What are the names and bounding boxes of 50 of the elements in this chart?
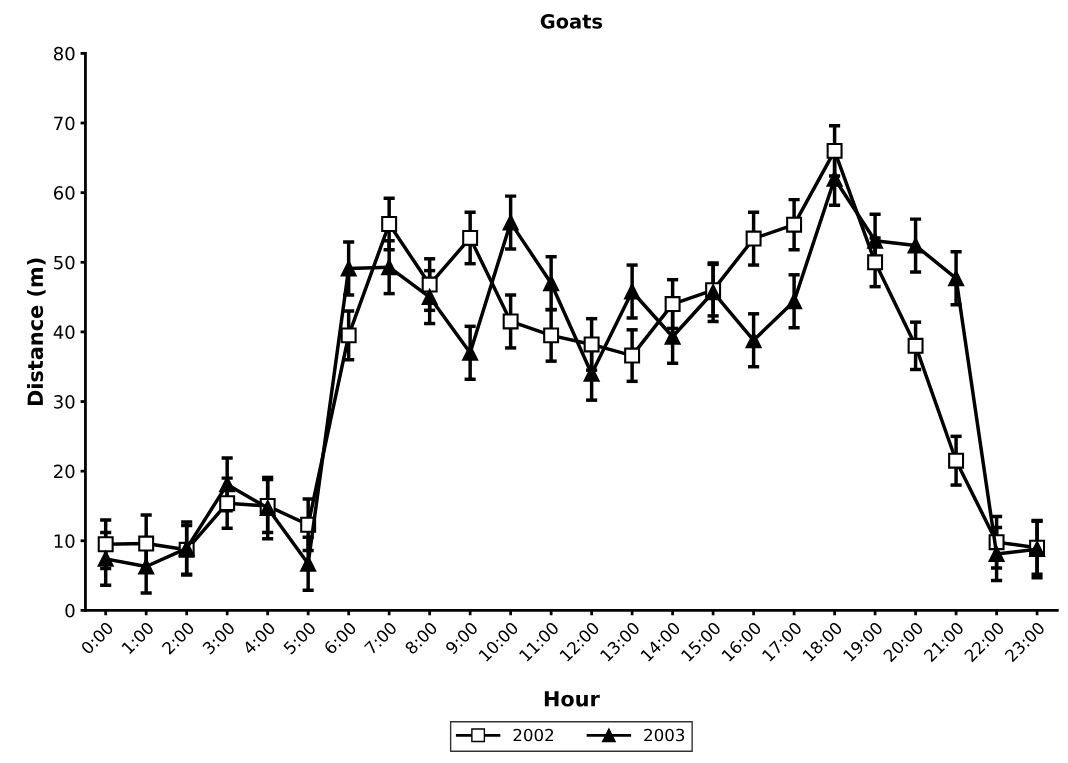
point: [300, 555, 317, 572]
point: [867, 254, 884, 271]
legend-label: 2002: [513, 728, 554, 742]
y-tick-label: 0: [65, 603, 75, 618]
y-tick-label: 80: [53, 46, 75, 61]
point: [948, 452, 965, 469]
point: [948, 270, 965, 287]
point: [97, 536, 114, 553]
point: [462, 344, 479, 361]
point: [786, 216, 803, 233]
y-axis-title: Distance (m): [27, 258, 46, 406]
x-axis-title: Hour: [544, 691, 600, 707]
point: [786, 293, 803, 310]
y-tick-label: 60: [54, 186, 75, 200]
point: [583, 336, 600, 353]
point: [421, 289, 438, 306]
point: [664, 328, 681, 345]
point: [745, 332, 762, 349]
point: [624, 347, 641, 364]
point: [826, 142, 843, 159]
point: [97, 550, 114, 567]
y-tick-label: 50: [54, 255, 75, 270]
y-tick-label: 10: [54, 534, 75, 548]
point: [381, 259, 398, 276]
y-tick-label: 20: [54, 464, 75, 479]
point: [138, 558, 155, 575]
point: [624, 283, 641, 300]
point: [867, 232, 884, 249]
point: [502, 214, 519, 231]
point: [988, 546, 1005, 562]
point: [543, 275, 560, 292]
point: [826, 170, 843, 187]
point: [462, 229, 479, 246]
legend-label: 2003: [644, 728, 685, 742]
point: [907, 337, 924, 354]
point: [421, 276, 438, 293]
point: [340, 260, 357, 277]
chart-title: Goats: [540, 13, 603, 29]
point: [664, 296, 681, 313]
point: [138, 535, 155, 552]
point: [502, 313, 519, 330]
point: [381, 216, 398, 232]
point: [907, 237, 924, 254]
point: [543, 327, 560, 344]
point: [340, 327, 357, 344]
y-tick-label: 30: [54, 394, 75, 409]
y-tick-label: 70: [54, 116, 75, 131]
point: [219, 495, 236, 512]
point: [745, 230, 762, 247]
y-tick-label: 40: [53, 325, 75, 340]
